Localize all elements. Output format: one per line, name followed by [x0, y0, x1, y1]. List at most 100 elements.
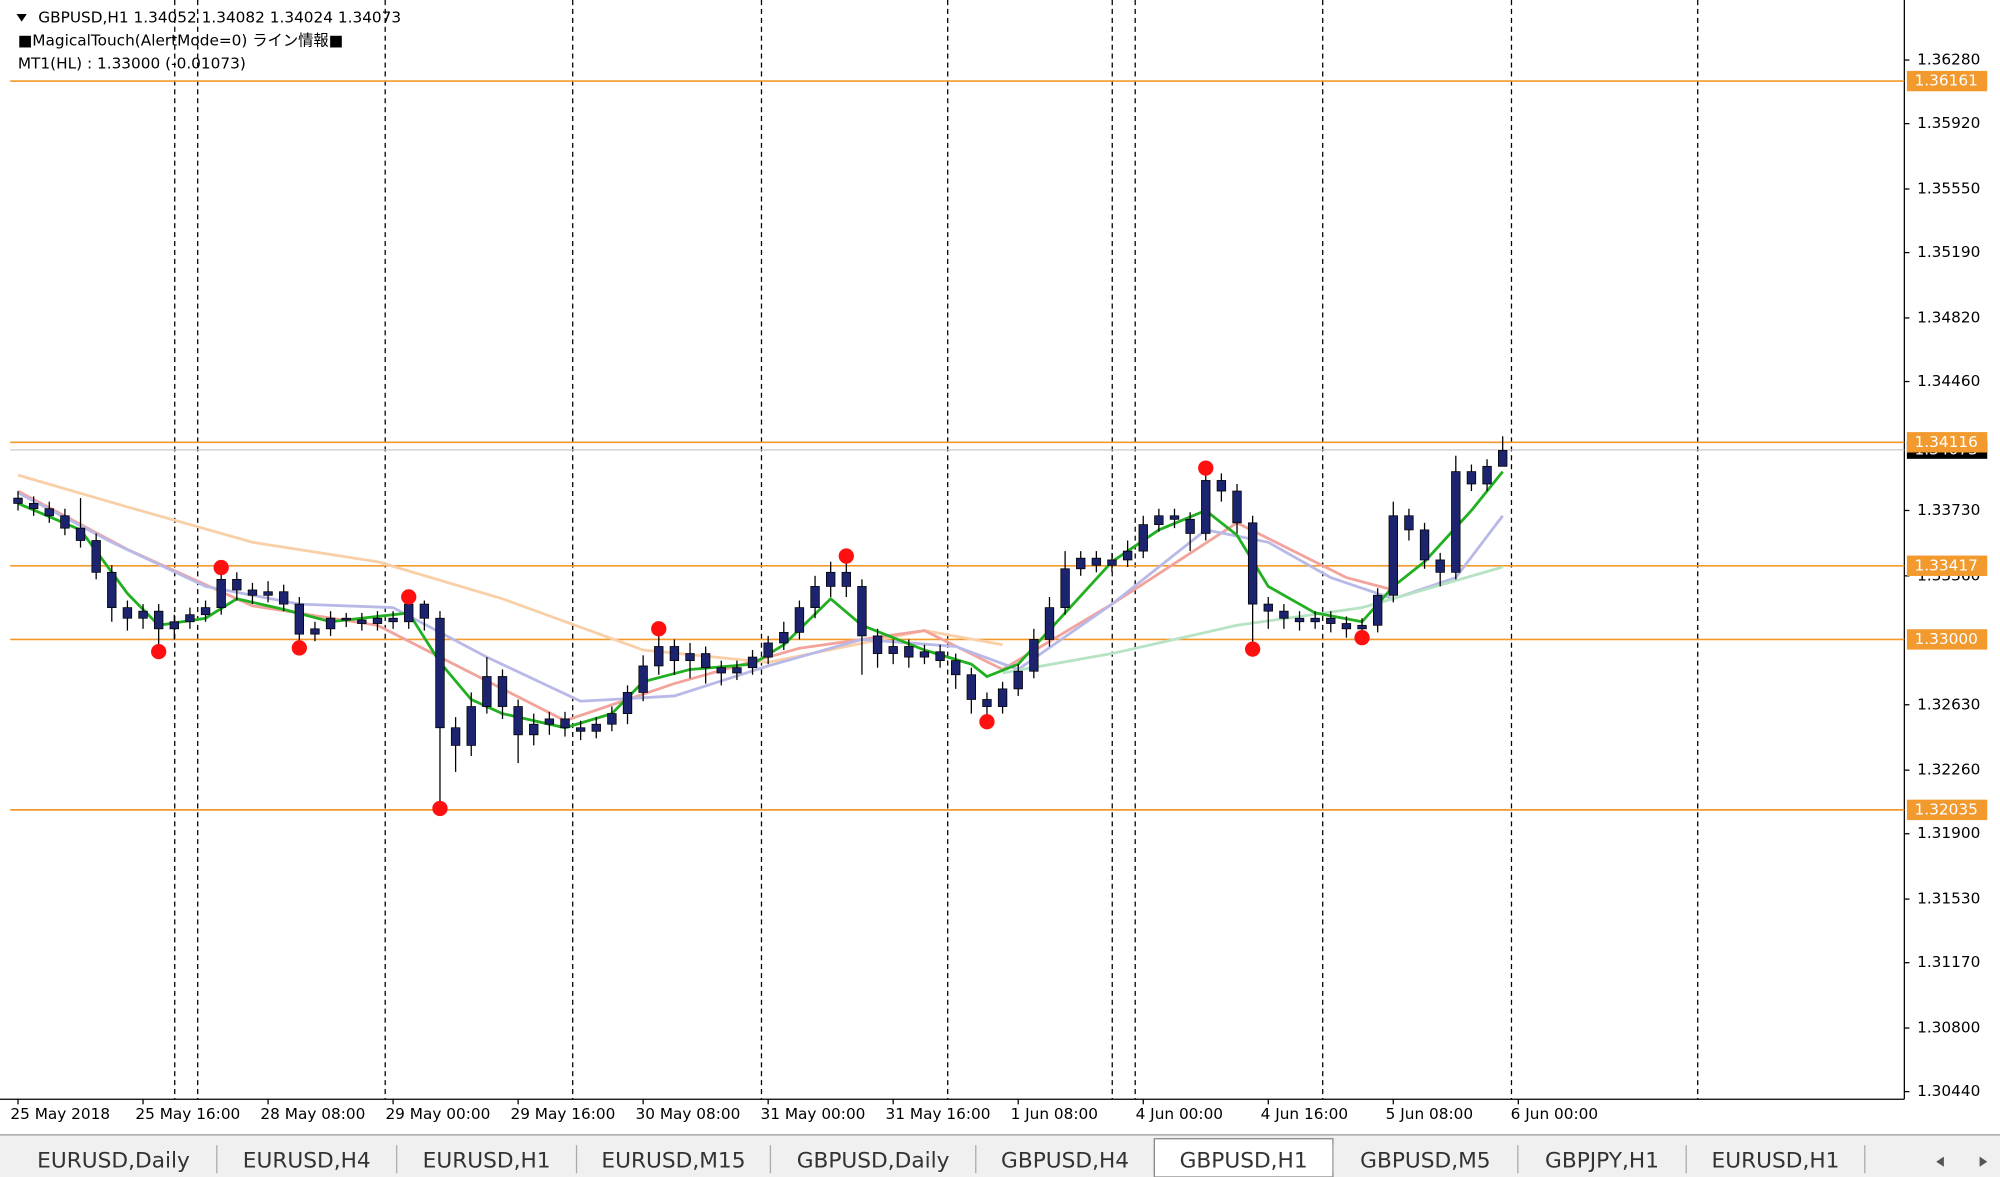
candle-body	[1341, 623, 1352, 630]
y-tick-label: 1.31530	[1917, 890, 1980, 908]
candle-body	[794, 607, 805, 633]
candle-body	[1122, 550, 1133, 561]
level-label-box	[1906, 432, 1988, 453]
candle-body	[857, 586, 867, 637]
swing-marker	[151, 643, 167, 660]
candle-body	[341, 617, 351, 621]
candle-body	[263, 591, 273, 596]
y-tick-label: 1.31900	[1917, 824, 1980, 842]
candle-body	[763, 642, 773, 658]
y-tick-label: 1.34820	[1917, 308, 1980, 326]
candle-body	[1154, 515, 1164, 525]
swing-marker	[979, 714, 995, 730]
candle-body	[654, 646, 664, 667]
x-tick-label: 5 Jun 08:00	[1386, 1105, 1473, 1123]
candle-body	[1357, 624, 1367, 630]
x-tick-label: 4 Jun 16:00	[1261, 1105, 1348, 1123]
chart-header: ■MagicalTouch(AlertMode=0) ライン情報■	[18, 31, 343, 49]
x-tick-label: 4 Jun 00:00	[1136, 1105, 1223, 1123]
moving-average-line	[1002, 565, 1504, 675]
candle-body	[1372, 594, 1383, 626]
candle-body	[482, 676, 492, 707]
x-tick-label: 25 May 16:00	[135, 1105, 240, 1123]
candle-body	[1279, 610, 1289, 619]
swing-marker	[401, 589, 417, 605]
candle-body	[216, 578, 226, 609]
candle-body	[1482, 465, 1492, 485]
y-tick-label: 1.36280	[1917, 51, 1980, 69]
candle-body	[685, 653, 695, 662]
swing-marker	[651, 621, 667, 637]
candle-body	[1498, 450, 1508, 467]
tab[interactable]: GBPUSD,H1	[1180, 1149, 1308, 1174]
candle-body	[1029, 639, 1039, 672]
tab[interactable]: EURUSD,Daily	[37, 1149, 190, 1174]
candle-body	[497, 676, 508, 707]
x-tick-label: 1 Jun 08:00	[1011, 1105, 1098, 1123]
tab[interactable]: EURUSD,H4	[243, 1149, 371, 1174]
collapse-arrow[interactable]	[16, 14, 27, 22]
candle-body	[372, 617, 383, 624]
candle-body	[982, 699, 992, 707]
candle-body	[700, 653, 711, 669]
candle-body	[466, 706, 476, 746]
y-tick-label: 1.30440	[1917, 1082, 1980, 1100]
tab[interactable]: GBPJPY,H1	[1545, 1149, 1659, 1174]
x-tick-label: 29 May 16:00	[510, 1105, 615, 1123]
tab[interactable]: GBPUSD,H4	[1001, 1149, 1129, 1174]
tab[interactable]: EURUSD,M15	[601, 1149, 745, 1174]
level-label: 1.36161	[1915, 72, 1978, 90]
candle-body	[1107, 559, 1117, 566]
candle-body	[91, 540, 101, 573]
candle-body	[1185, 518, 1195, 534]
candle-body	[310, 628, 320, 635]
candle-body	[1091, 557, 1102, 566]
swing-marker	[838, 548, 854, 564]
y-tick-label: 1.35920	[1917, 114, 1980, 132]
candle-body	[169, 621, 179, 630]
tab[interactable]: GBPUSD,Daily	[797, 1149, 950, 1174]
candle-body	[1435, 559, 1445, 573]
candle-body	[1044, 607, 1055, 640]
candle-body	[1060, 568, 1070, 609]
candle-body	[435, 617, 445, 729]
candle-body	[325, 617, 336, 630]
x-tick-label: 6 Jun 00:00	[1511, 1105, 1598, 1123]
swing-marker	[291, 640, 307, 656]
candle-body	[1310, 617, 1320, 623]
swing-marker	[1354, 630, 1370, 646]
candle-body	[75, 527, 86, 541]
tab[interactable]: EURUSD,H1	[1712, 1149, 1840, 1174]
candle-body	[826, 571, 836, 587]
candle-body	[951, 660, 961, 676]
x-tick-label: 28 May 08:00	[260, 1105, 365, 1123]
candle-body	[1326, 617, 1336, 624]
candle-body	[1404, 515, 1414, 531]
tab[interactable]: GBPUSD,M5	[1360, 1149, 1490, 1174]
candle-body	[997, 688, 1008, 707]
swing-marker	[1198, 460, 1214, 476]
candle-body	[560, 718, 570, 729]
swing-marker	[1244, 641, 1261, 657]
level-label-box	[1906, 629, 1988, 650]
tab-scroll-left[interactable]	[1936, 1156, 1944, 1167]
swing-marker	[432, 800, 448, 817]
chart-header: GBPUSD,H1 1.34052 1.34082 1.34024 1.3407…	[38, 8, 401, 26]
candle-body	[904, 646, 914, 658]
tab[interactable]: EURUSD,H1	[423, 1149, 551, 1174]
candle-body	[1232, 490, 1242, 524]
tab-scroll-right[interactable]	[1979, 1156, 1988, 1167]
candle-body	[669, 646, 680, 662]
y-tick-label: 1.32260	[1917, 761, 1980, 779]
candle-body	[1451, 471, 1461, 573]
candle-body	[607, 713, 617, 725]
swing-marker	[213, 559, 229, 576]
candle-body	[872, 635, 883, 654]
candle-body	[888, 646, 898, 654]
candle-body	[247, 589, 258, 596]
x-tick-label: 25 May 2018	[10, 1105, 110, 1123]
tab-active	[1153, 1138, 1334, 1177]
candle-body	[357, 619, 367, 624]
